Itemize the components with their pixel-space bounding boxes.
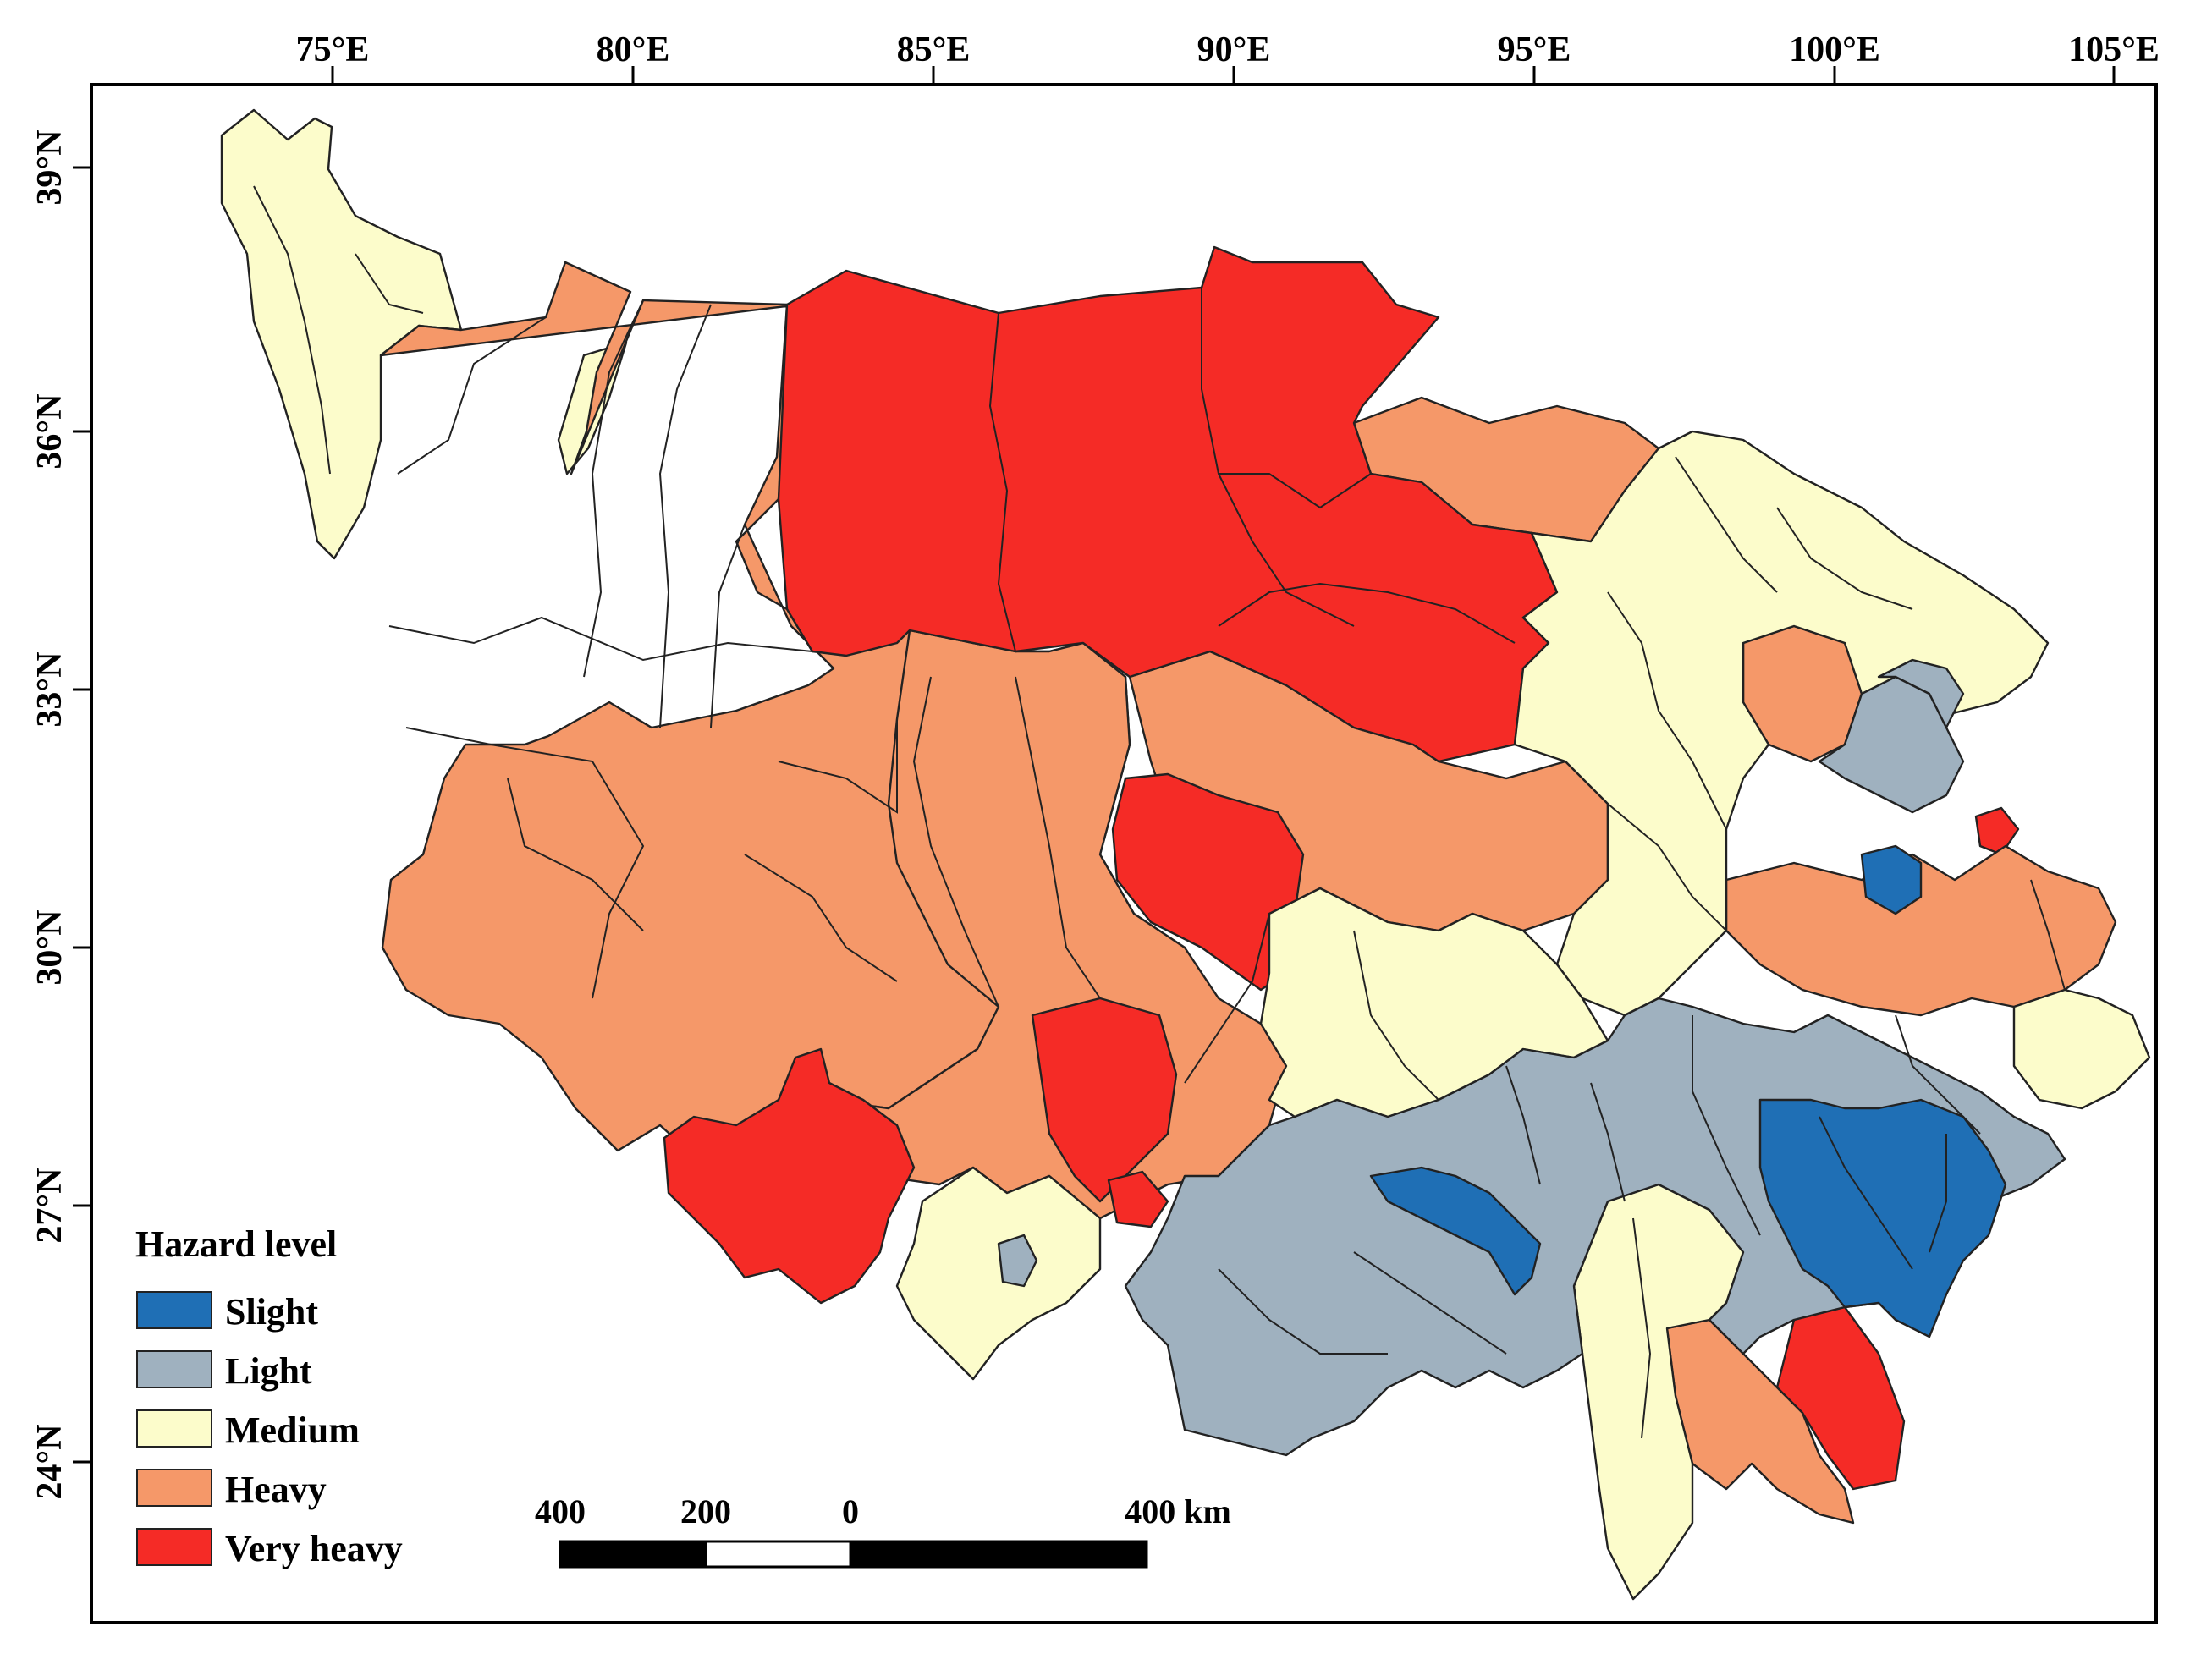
latitude-label-36n: 36°N [30, 393, 69, 469]
legend-label-medium: Medium [225, 1409, 360, 1451]
regions [220, 108, 2151, 1601]
legend-swatch-medium [136, 1409, 212, 1448]
latitude-label-33n: 33°N [30, 651, 69, 727]
legend-swatch-slight [136, 1291, 212, 1329]
scale-bar: 400 200 0 400 km [535, 1492, 1231, 1569]
region-very-heavy-south-central [1031, 997, 1178, 1203]
region-slight-south-central [1369, 1166, 1542, 1296]
longitude-label-80e: 80°E [597, 30, 670, 69]
map-frame [90, 83, 2158, 1624]
region-very-heavy-east-small [1974, 806, 2020, 856]
longitude-label-105e: 105°E [2068, 30, 2160, 69]
legend-label-heavy: Heavy [225, 1469, 327, 1510]
region-heavy-southeast [1665, 1318, 1855, 1525]
legend-swatch-very-heavy [136, 1528, 212, 1566]
longitude-label-75e: 75°E [296, 30, 370, 69]
legend-swatch-heavy [136, 1469, 212, 1507]
longitude-ticks [331, 66, 2116, 85]
scale-label-400-km: 400 km [1125, 1492, 1231, 1530]
scale-label-200: 200 [680, 1492, 731, 1530]
region-very-heavy-south-west [663, 1047, 916, 1305]
legend-label-slight: Slight [225, 1291, 318, 1333]
region-medium-south-strip [895, 1166, 1102, 1381]
latitude-label-39n: 39°N [30, 129, 69, 205]
longitude-label-85e: 85°E [897, 30, 971, 69]
latitude-ticks [73, 166, 91, 1464]
region-slight-southeast [1758, 1098, 2007, 1338]
region-very-heavy-south-small [1107, 1170, 1169, 1228]
legend-title: Hazard level [135, 1223, 337, 1265]
legend-label-light: Light [225, 1350, 312, 1392]
scale-segment-2 [704, 1540, 852, 1569]
longitude-label-100e: 100°E [1789, 30, 1880, 69]
scale-label-0: 0 [842, 1492, 859, 1530]
scale-label-400-left: 400 [535, 1492, 586, 1530]
scale-segment-3 [849, 1540, 1148, 1569]
region-light-small-south [997, 1234, 1038, 1288]
legend-label-very-heavy: Very heavy [225, 1528, 403, 1569]
legend: Hazard level Slight Light Medium Heavy V… [135, 1223, 403, 1569]
region-slight-east [1860, 844, 1923, 915]
region-medium-east-edge [2012, 988, 2151, 1110]
longitude-label-95e: 95°E [1498, 30, 1571, 69]
region-light-east [1818, 675, 1965, 814]
region-light-east-north [1877, 658, 1965, 729]
longitude-label-90e: 90°E [1197, 30, 1271, 69]
latitude-label-30n: 30°N [30, 909, 69, 985]
interior-boundaries [253, 185, 2066, 1439]
scale-segment-1 [559, 1540, 707, 1569]
latitude-label-24n: 24°N [30, 1424, 69, 1499]
legend-swatch-light [136, 1350, 212, 1388]
region-heavy-east [1725, 844, 2117, 1017]
latitude-label-27n: 27°N [30, 1168, 69, 1243]
